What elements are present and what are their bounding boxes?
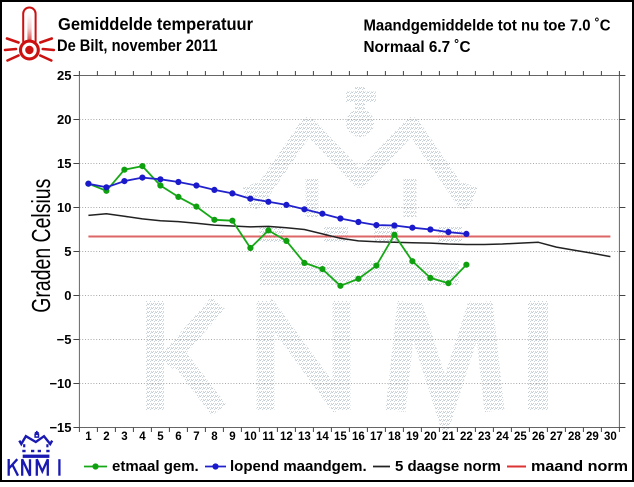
svg-text:3: 3 [121,431,127,443]
svg-text:11: 11 [262,431,275,443]
svg-text:19: 19 [406,431,419,443]
svg-text:9: 9 [229,431,235,443]
svg-text:14: 14 [316,431,329,443]
svg-text:13: 13 [298,431,311,443]
svg-text:5: 5 [157,431,164,443]
svg-text:17: 17 [370,431,383,443]
svg-text:lopend maandgem.: lopend maandgem. [230,458,367,475]
svg-text:28: 28 [568,431,581,443]
svg-text:29: 29 [586,431,599,443]
svg-text:maand norm: maand norm [531,458,628,475]
svg-text:20: 20 [57,112,71,127]
svg-text:15: 15 [334,431,347,443]
svg-text:18: 18 [388,431,401,443]
svg-text:−15: −15 [49,420,71,435]
svg-text:25: 25 [57,68,71,83]
svg-text:Gemiddelde temperatuur: Gemiddelde temperatuur [58,14,253,34]
svg-text:4: 4 [139,431,146,443]
svg-text:6: 6 [175,431,181,443]
svg-text:−5: −5 [57,332,72,347]
svg-text:Maandgemiddelde tot nu toe 7.0: Maandgemiddelde tot nu toe 7.0 ˚C [364,18,611,35]
svg-text:22: 22 [460,431,473,443]
svg-text:10: 10 [57,200,71,215]
svg-text:12: 12 [280,431,293,443]
svg-text:27: 27 [550,431,563,443]
svg-text:5 daagse norm: 5 daagse norm [395,458,501,475]
svg-text:De Bilt, november 2011: De Bilt, november 2011 [57,37,218,55]
svg-text:−10: −10 [49,376,71,391]
svg-text:15: 15 [57,156,71,171]
svg-text:30: 30 [604,431,617,443]
svg-text:24: 24 [496,431,509,443]
svg-text:10: 10 [244,431,257,443]
svg-text:21: 21 [442,431,455,443]
svg-text:25: 25 [514,431,527,443]
svg-text:2: 2 [103,431,109,443]
svg-text:1: 1 [85,431,92,443]
svg-text:16: 16 [352,431,365,443]
svg-text:26: 26 [532,431,545,443]
svg-text:23: 23 [478,431,491,443]
svg-text:5: 5 [64,244,71,259]
svg-text:7: 7 [193,431,199,443]
svg-text:Normaal 6.7 ˚C: Normaal 6.7 ˚C [364,39,471,56]
svg-text:Graden Celsius: Graden Celsius [26,179,56,313]
svg-text:0: 0 [64,288,71,303]
svg-text:20: 20 [424,431,437,443]
svg-text:8: 8 [211,431,218,443]
svg-text:etmaal gem.: etmaal gem. [112,458,199,475]
